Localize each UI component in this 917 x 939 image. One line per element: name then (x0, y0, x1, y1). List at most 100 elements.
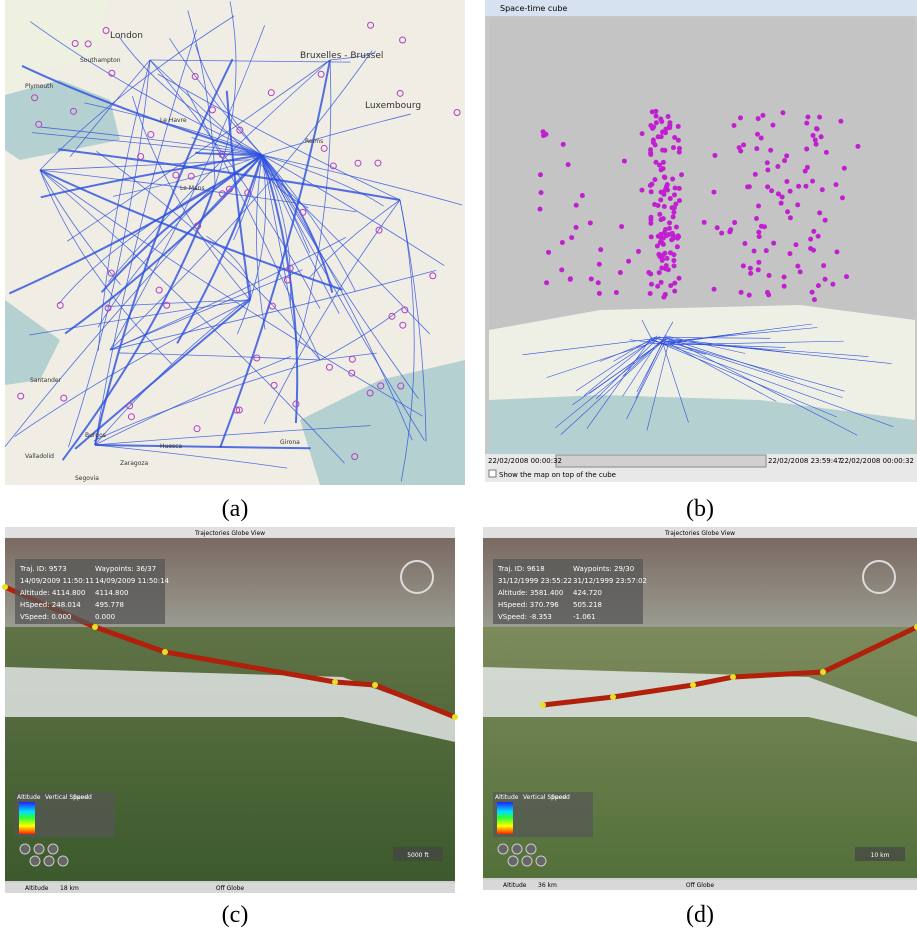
legend-label: Altitude (17, 794, 41, 801)
ground-trajectory (626, 338, 667, 420)
trajectories-a: London Southampton Plymouth Bruxelles - Bru… (4, 1, 463, 482)
event-point (559, 240, 565, 246)
event-point (648, 214, 654, 220)
event-point (812, 137, 818, 143)
event-point (766, 272, 772, 278)
info-text: Traj. ID: 9618 (497, 565, 545, 573)
legend-label: Speed (551, 794, 570, 801)
nav-control (29, 855, 41, 867)
window-title: Trajectories Globe View (664, 530, 735, 537)
event-point (755, 267, 761, 273)
airport (268, 302, 276, 310)
event-point (778, 200, 784, 206)
event-point (676, 149, 682, 155)
info-text: 14/09/2009 11:50:14 (95, 577, 170, 585)
event-point (660, 166, 666, 172)
caption: (d) (686, 902, 714, 928)
trajectory (31, 132, 263, 156)
event-point (664, 187, 670, 193)
airport (453, 108, 461, 116)
event-point (670, 176, 676, 182)
trajectory (109, 50, 373, 351)
airport (208, 106, 216, 114)
trajectory (176, 154, 263, 344)
event-point (595, 280, 601, 286)
trajectory (112, 154, 263, 197)
event-point (747, 265, 753, 271)
event-point (587, 220, 593, 226)
event-point (670, 214, 676, 220)
trajectory (100, 154, 263, 293)
ground-trajectory (555, 339, 664, 429)
map-label: Reims (305, 138, 323, 145)
event-point (673, 201, 679, 207)
event-point (661, 230, 667, 236)
event-point (841, 165, 847, 171)
airport (396, 89, 404, 97)
info-text: 31/12/1999 23:55:22 (498, 577, 572, 585)
airport (329, 162, 337, 170)
trajectory (94, 297, 250, 446)
trajectory (29, 299, 251, 336)
event-point (758, 135, 764, 141)
airport (377, 382, 385, 390)
trajectory (93, 359, 321, 442)
status-bar (483, 880, 917, 890)
airport (286, 264, 294, 272)
trajectory (106, 299, 251, 308)
event-point (714, 225, 720, 231)
airport (31, 94, 39, 102)
trajectory (261, 113, 411, 156)
event-point (648, 234, 654, 240)
event-point (639, 187, 645, 193)
info-text: VSpeed: -8.353 (498, 613, 552, 621)
title-bar (483, 527, 917, 538)
trajectory (187, 10, 216, 186)
airport (218, 190, 226, 198)
map-label: Santander (30, 377, 62, 384)
info-text: 495.778 (95, 601, 124, 609)
airport (218, 150, 226, 158)
event-point (802, 168, 808, 174)
event-point (669, 230, 675, 236)
info-text: 4114.800 (95, 589, 128, 597)
event-point (596, 261, 602, 267)
event-point (537, 172, 543, 178)
scale-bar (855, 847, 905, 861)
trajectory (94, 444, 311, 450)
event-point (728, 227, 734, 233)
event-point (819, 187, 825, 193)
nav-control (47, 843, 59, 855)
airport (193, 425, 201, 433)
event-point (667, 125, 673, 131)
event-point (671, 192, 677, 198)
map-label: London (110, 31, 143, 41)
trajectory (261, 154, 463, 206)
airport (235, 406, 243, 414)
event-point (537, 206, 543, 212)
airport (191, 73, 199, 81)
waypoint (540, 702, 546, 708)
event-point (658, 279, 664, 285)
title-bar (485, 0, 917, 16)
info-text: 505.218 (573, 601, 602, 609)
nav-control (19, 843, 31, 855)
trajectory (94, 58, 234, 446)
trajectory (108, 59, 331, 283)
event-point (675, 233, 681, 239)
trajectory (261, 154, 445, 267)
trajectory (21, 65, 263, 156)
airport (233, 406, 241, 414)
checkbox[interactable] (488, 469, 497, 478)
airport (354, 159, 362, 167)
event-point (666, 225, 672, 231)
time-slider[interactable] (555, 454, 767, 468)
event-point (560, 141, 566, 147)
ground-trajectory (595, 336, 660, 400)
event-point (784, 153, 790, 159)
trajectory (261, 154, 384, 207)
event-point (775, 164, 781, 170)
airport (399, 321, 407, 329)
event-point (654, 243, 660, 249)
curtain (483, 667, 917, 742)
